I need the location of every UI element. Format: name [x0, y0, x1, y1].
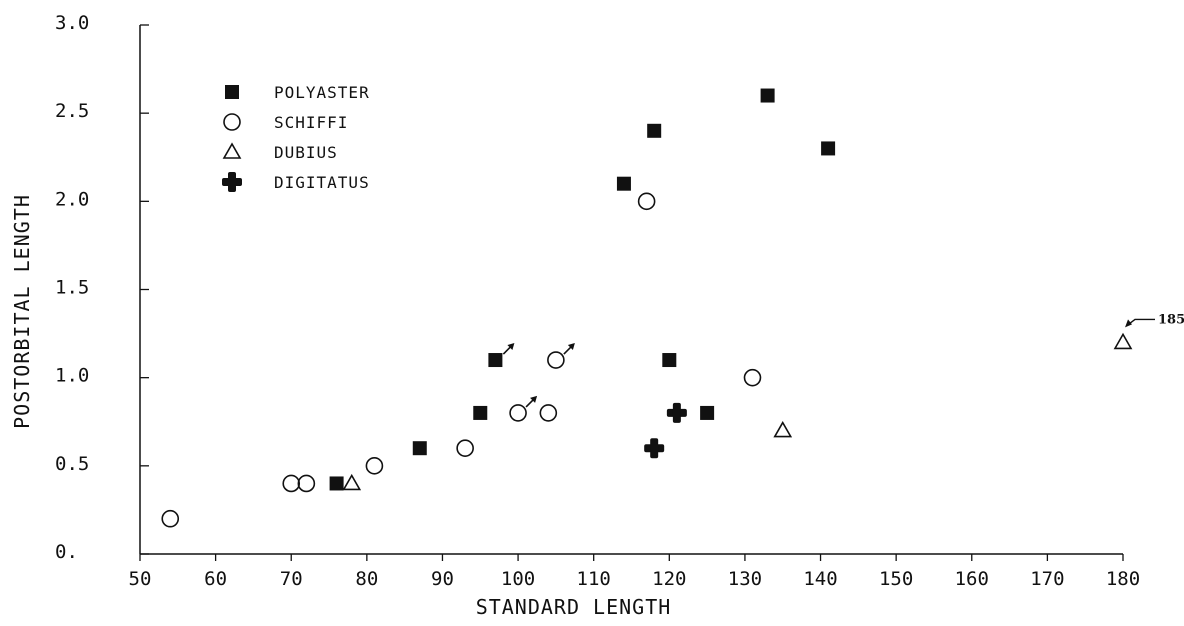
legend-label-digitatus: DIGITATUS: [274, 173, 370, 192]
x-tick-label: 60: [204, 568, 227, 590]
legend-marker-polyaster: [225, 85, 239, 99]
polyaster-point: [647, 123, 662, 138]
cross-marker-v: [650, 438, 659, 459]
circle-marker: [223, 113, 241, 131]
cross-marker-v: [228, 172, 236, 192]
square-marker: [760, 88, 775, 103]
digitatus-point: [644, 438, 665, 459]
triangle-marker: [222, 142, 242, 159]
male-sign-head: [567, 343, 575, 351]
square-marker: [700, 405, 715, 420]
schiffi-point: [161, 509, 180, 528]
legend-marker-schiffi: [223, 113, 241, 131]
triangle-marker: [773, 420, 793, 438]
circle-marker: [547, 351, 565, 369]
y-tick-label: 1.5: [55, 277, 89, 299]
y-tick-label: 1.0: [55, 365, 89, 387]
square-marker: [412, 441, 427, 456]
schiffi-point: [637, 192, 656, 211]
circle-marker: [456, 439, 474, 458]
x-tick-label: 170: [1030, 568, 1064, 590]
legend-label-polyaster: POLYASTER: [274, 83, 370, 102]
square-marker: [821, 141, 836, 156]
male-sign-head: [507, 343, 515, 351]
polyaster-point: [488, 343, 515, 368]
triangle-marker: [342, 473, 362, 491]
dubius-point: [342, 473, 362, 491]
x-tick-label: 120: [652, 568, 686, 590]
polyaster-point: [821, 141, 836, 156]
y-tick-label: 2.5: [55, 100, 89, 122]
polyaster-point: [700, 405, 715, 420]
y-tick-label: 2.0: [55, 188, 89, 210]
square-marker: [616, 176, 631, 191]
square-marker: [225, 85, 239, 99]
schiffi-point: [365, 457, 384, 475]
x-tick-label: 160: [955, 568, 989, 590]
dubius-point: [1113, 332, 1133, 350]
legend-marker-digitatus: [222, 172, 242, 192]
x-tick-label: 70: [280, 568, 303, 590]
x-axis-title: STANDARD LENGTH: [476, 595, 672, 619]
axes: [139, 25, 1123, 555]
square-marker: [329, 476, 344, 491]
schiffi-point: [743, 368, 762, 387]
schiffi-point: [547, 343, 575, 369]
square-marker: [473, 405, 488, 420]
x-tick-label: 50: [129, 568, 152, 590]
square-marker: [488, 353, 503, 368]
legend-label-dubius: DUBIUS: [274, 143, 338, 162]
x-tick-label: 130: [728, 568, 762, 590]
legend-marker-dubius: [222, 142, 242, 159]
polyaster-point: [412, 441, 427, 456]
circle-marker: [539, 404, 558, 422]
polyaster-point: [616, 176, 631, 191]
polyaster-point: [473, 405, 488, 420]
x-tick-label: 110: [577, 568, 611, 590]
legend-label-schiffi: SCHIFFI: [274, 113, 348, 132]
circle-marker: [509, 404, 527, 422]
triangle-marker: [1113, 332, 1133, 350]
schiffi-point: [282, 474, 301, 493]
x-tick-label: 90: [431, 568, 454, 590]
dubius-point: [773, 420, 793, 438]
x-tick-label: 100: [501, 568, 535, 590]
polyaster-point: [662, 353, 677, 368]
x-tick-label: 150: [879, 568, 913, 590]
annotation-arrowhead: [1125, 319, 1132, 328]
x-tick-label: 80: [355, 568, 378, 590]
circle-marker: [297, 474, 316, 493]
cross-marker-v: [672, 402, 681, 423]
male-sign-head: [530, 395, 538, 403]
polyaster-point: [329, 476, 344, 491]
schiffi-point: [297, 474, 316, 493]
square-marker: [662, 353, 677, 368]
y-tick-label: 0.5: [55, 453, 89, 475]
annotations: 185: [1125, 312, 1184, 328]
circle-marker: [161, 509, 180, 528]
circle-marker: [365, 457, 384, 475]
circle-marker: [743, 368, 762, 387]
schiffi-point: [509, 395, 538, 422]
schiffi-point: [456, 439, 474, 458]
digitatus-point: [666, 402, 687, 423]
y-axis-title: POSTORBITAL LENGTH: [10, 194, 34, 429]
square-marker: [647, 123, 662, 138]
axis-ticks: 50 60 70 80 90 100 110 120 130 140 150 160 170 180 0. 0…: [55, 12, 1140, 590]
circle-marker: [637, 192, 656, 211]
schiffi-point: [539, 404, 558, 422]
x-tick-label: 180: [1106, 568, 1140, 590]
data-points: [161, 88, 1133, 528]
annotation-label: 185: [1158, 312, 1184, 327]
y-tick-label: 3.0: [55, 12, 89, 34]
circle-marker: [282, 474, 301, 493]
x-tick-label: 140: [803, 568, 837, 590]
legend: POLYASTER SCHIFFI DUBIUS DIGITATUS: [222, 83, 370, 192]
y-tick-label: 0.: [55, 541, 78, 563]
polyaster-point: [760, 88, 775, 103]
